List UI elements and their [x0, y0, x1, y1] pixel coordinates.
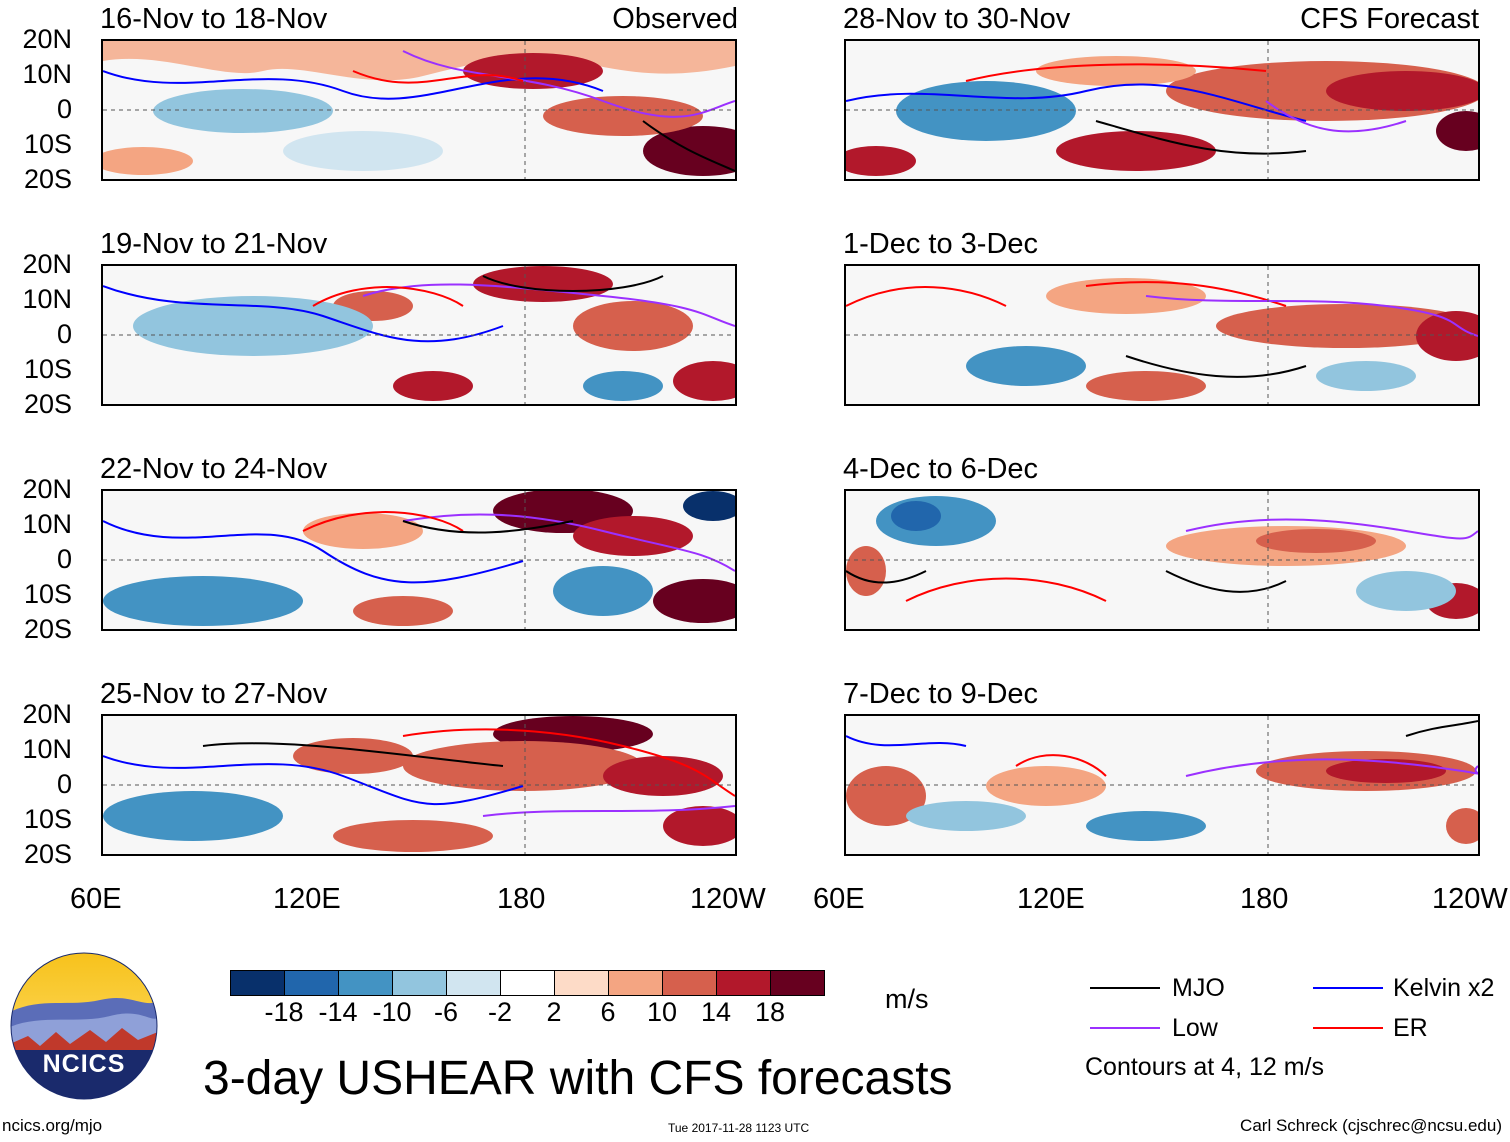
colorbar-swatch	[716, 970, 771, 996]
footer-timestamp: Tue 2017-11-28 1123 UTC	[668, 1121, 810, 1135]
colorbar-tick-label: -10	[372, 997, 412, 1027]
legend-label-mjo: MJO	[1172, 974, 1225, 1002]
map-panel	[844, 39, 1480, 181]
footer-right: Carl Schreck (cjschrec@ncsu.edu)	[1240, 1116, 1502, 1135]
legend-line-mjo	[1090, 987, 1160, 989]
colorbar-swatch	[554, 970, 609, 996]
colorbar-tick-label: -6	[433, 997, 458, 1027]
colorbar-swatch	[770, 970, 825, 996]
lat-label: 20S	[23, 839, 72, 869]
lat-label: 10S	[23, 579, 72, 609]
panel-label: Observed	[612, 3, 738, 35]
map-panel	[844, 264, 1480, 406]
colorbar-units: m/s	[885, 984, 929, 1014]
lat-label: 10N	[22, 734, 72, 764]
lat-label: 10S	[23, 129, 72, 159]
legend-label-er: ER	[1393, 1014, 1428, 1042]
legend-label-kelvin: Kelvin x2	[1393, 974, 1495, 1002]
lat-label: 20S	[23, 614, 72, 644]
colorbar-tick-label: 14	[700, 997, 732, 1027]
legend-label-low: Low	[1172, 1014, 1218, 1042]
lon-label: 60E	[813, 883, 865, 915]
figure-title: 3-day USHEAR with CFS forecasts	[203, 1052, 953, 1105]
lat-label: 20N	[22, 24, 72, 54]
colorbar-swatch	[230, 970, 285, 996]
panel-title: 7-Dec to 9-Dec	[843, 678, 1039, 710]
map-panel	[101, 264, 737, 406]
lon-label: 120W	[1432, 883, 1508, 915]
legend-line-er	[1313, 1027, 1383, 1029]
colorbar-tick-label: -18	[264, 997, 304, 1027]
panel-title: 4-Dec to 6-Dec	[843, 453, 1039, 485]
colorbar-tick-label: 18	[754, 997, 786, 1027]
lon-label: 180	[1240, 883, 1289, 915]
panel-title: 25-Nov to 27-Nov	[100, 678, 328, 710]
colorbar-tick-label: -14	[318, 997, 358, 1027]
colorbar-tick-label: 2	[546, 997, 562, 1027]
map-panel	[101, 714, 737, 856]
colorbar-swatch	[662, 970, 717, 996]
lat-label: 0	[56, 544, 72, 574]
lat-label: 20S	[23, 164, 72, 194]
legend-line-kelvin	[1313, 987, 1383, 989]
lat-label: 10S	[23, 354, 72, 384]
colorbar-swatch	[608, 970, 663, 996]
lat-label: 10N	[22, 509, 72, 539]
lat-label: 20S	[23, 389, 72, 419]
colorbar-swatch	[284, 970, 339, 996]
map-panel	[844, 714, 1480, 856]
panel-title: 28-Nov to 30-Nov	[843, 3, 1071, 35]
logo-text: NCICS	[42, 1050, 126, 1078]
contours-note: Contours at 4, 12 m/s	[1085, 1053, 1325, 1081]
panel-title: 19-Nov to 21-Nov	[100, 228, 328, 260]
panel-title: 16-Nov to 18-Nov	[100, 3, 328, 35]
lon-label: 120W	[690, 883, 766, 915]
colorbar-tick-label: 10	[646, 997, 678, 1027]
lon-label: 120E	[273, 883, 341, 915]
ncics-logo: NCICS	[10, 952, 158, 1100]
lat-label: 0	[56, 94, 72, 124]
colorbar-swatch	[392, 970, 447, 996]
lat-label: 10N	[22, 284, 72, 314]
lat-label: 0	[56, 319, 72, 349]
colorbar-tick-label: 6	[600, 997, 616, 1027]
map-panel	[101, 489, 737, 631]
lat-label: 20N	[22, 474, 72, 504]
lat-label: 10S	[23, 804, 72, 834]
panel-title: 22-Nov to 24-Nov	[100, 453, 328, 485]
colorbar-tick-label: -2	[487, 997, 512, 1027]
legend-line-low	[1090, 1027, 1160, 1029]
lon-label: 120E	[1017, 883, 1085, 915]
footer-left: ncics.org/mjo	[2, 1116, 103, 1135]
panel-label: CFS Forecast	[1300, 3, 1479, 35]
lat-label: 20N	[22, 249, 72, 279]
colorbar-swatch	[446, 970, 501, 996]
colorbar-swatch	[500, 970, 555, 996]
colorbar-swatch	[338, 970, 393, 996]
lat-label: 10N	[22, 59, 72, 89]
colorbar-swatches	[230, 970, 825, 996]
panel-title: 1-Dec to 3-Dec	[843, 228, 1039, 260]
lat-label: 20N	[22, 699, 72, 729]
map-panel	[101, 39, 737, 181]
lon-label: 60E	[70, 883, 122, 915]
lon-label: 180	[497, 883, 546, 915]
map-panel	[844, 489, 1480, 631]
lat-label: 0	[56, 769, 72, 799]
